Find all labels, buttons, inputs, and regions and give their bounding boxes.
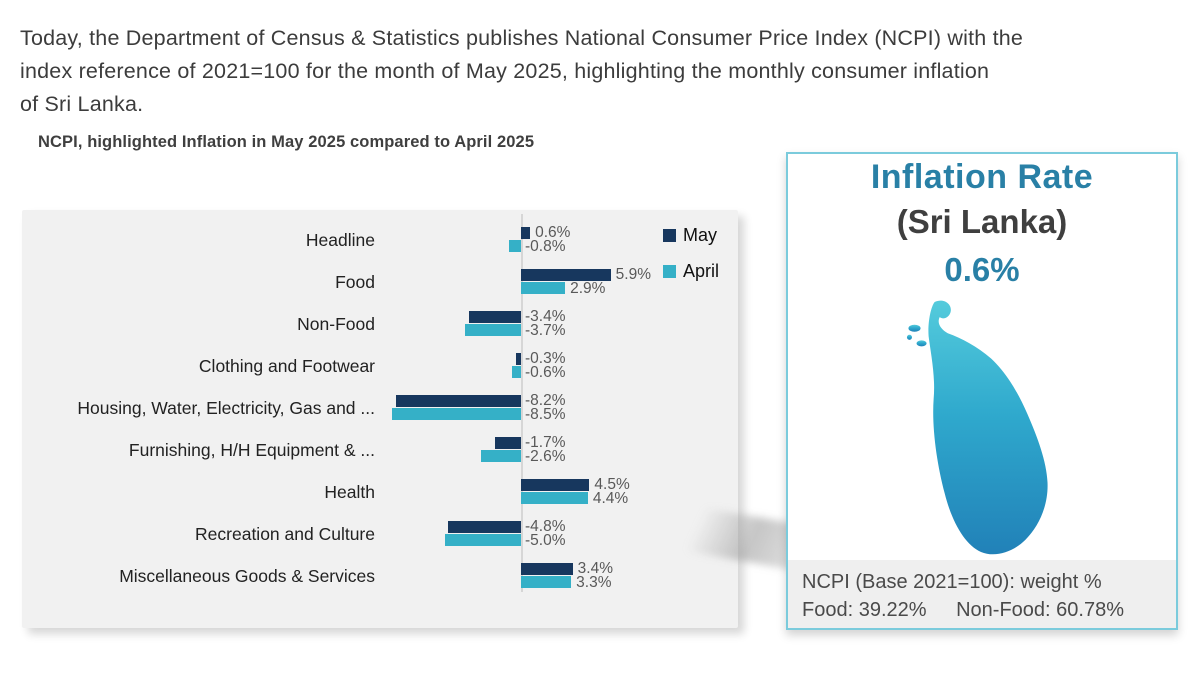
value-label-april-recreation-and-culture: -5.0% xyxy=(525,532,566,549)
legend-item-april: April xyxy=(663,261,719,282)
intro-text: Today, the Department of Census & Statis… xyxy=(20,26,1024,116)
category-label-recreation-and-culture: Recreation and Culture xyxy=(195,523,375,544)
panel-title: Inflation Rate xyxy=(870,158,1094,196)
island-dot xyxy=(916,340,927,347)
food-weight: Food: 39.22% xyxy=(802,599,927,621)
bar-may-miscellaneous-goods-services xyxy=(521,562,573,575)
bar-april-health xyxy=(521,491,588,504)
value-label-may-headline: 0.6% xyxy=(535,224,571,241)
value-label-april-miscellaneous-goods-services: 3.3% xyxy=(576,574,612,591)
bar-april-food xyxy=(521,281,566,294)
footer-title: NCPI (Base 2021=100): weight % xyxy=(802,571,1102,593)
category-label-furnishing-h-h-equipment: Furnishing, H/H Equipment & ... xyxy=(128,439,375,460)
value-label-april-furnishing-h-h-equipment: -2.6% xyxy=(525,448,566,465)
category-label-non-food: Non-Food xyxy=(297,313,375,334)
bar-may-furnishing-h-h-equipment xyxy=(495,436,521,449)
bar-april-headline xyxy=(508,239,521,252)
value-label-april-housing-water-electricity-gas-and: -8.5% xyxy=(525,406,566,423)
bar-april-miscellaneous-goods-services xyxy=(521,575,572,588)
bar-may-headline xyxy=(521,226,531,239)
legend-swatch-may xyxy=(663,229,676,242)
value-label-april-health: 4.4% xyxy=(592,490,629,507)
value-label-may-recreation-and-culture: -4.8% xyxy=(525,518,566,535)
value-label-may-non-food: -3.4% xyxy=(525,308,566,325)
value-label-may-furnishing-h-h-equipment: -1.7% xyxy=(525,434,566,451)
category-label-health: Health xyxy=(324,481,375,502)
weights-footer: NCPI (Base 2021=100): weight % Food: 39.… xyxy=(788,560,1176,628)
value-label-april-food: 2.9% xyxy=(570,280,606,297)
category-label-miscellaneous-goods-services: Miscellaneous Goods & Services xyxy=(119,565,375,586)
value-label-april-headline: -0.8% xyxy=(525,238,566,255)
value-label-april-clothing-and-footwear: -0.6% xyxy=(525,364,566,381)
value-label-may-food: 5.9% xyxy=(615,266,652,283)
bar-april-housing-water-electricity-gas-and xyxy=(391,407,521,420)
inflation-rate-panel: Inflation Rate (Sri Lanka) 0.6% NCPI (Ba… xyxy=(786,152,1178,630)
legend-item-may: May xyxy=(663,225,717,246)
value-label-april-non-food: -3.7% xyxy=(525,322,566,339)
value-label-may-housing-water-electricity-gas-and: -8.2% xyxy=(525,392,566,409)
zero-axis-line xyxy=(521,214,523,592)
bar-may-health xyxy=(521,478,590,491)
island-dot xyxy=(906,334,912,340)
bar-april-non-food xyxy=(464,323,521,336)
bar-may-food xyxy=(521,268,611,281)
inflation-rate-value: 0.6% xyxy=(944,251,1020,288)
value-label-may-clothing-and-footwear: -0.3% xyxy=(525,350,566,367)
legend-label-may: May xyxy=(683,225,718,245)
island-dot xyxy=(908,324,921,332)
legend-label-april: April xyxy=(683,261,720,281)
bar-may-housing-water-electricity-gas-and xyxy=(396,394,521,407)
sri-lanka-island xyxy=(928,300,1048,555)
chart-title: NCPI, highlighted Inflation in May 2025 … xyxy=(38,133,535,151)
bar-april-recreation-and-culture xyxy=(445,533,521,546)
bar-may-recreation-and-culture xyxy=(448,520,521,533)
category-label-housing-water-electricity-gas-and: Housing, Water, Electricity, Gas and ... xyxy=(77,397,375,418)
nonfood-weight: Non-Food: 60.78% xyxy=(956,599,1124,621)
panel-subtitle: (Sri Lanka) xyxy=(896,203,1068,240)
bar-april-clothing-and-footwear xyxy=(511,365,521,378)
bar-may-clothing-and-footwear xyxy=(516,352,521,365)
category-label-headline: Headline xyxy=(305,229,375,250)
category-label-food: Food xyxy=(335,271,375,292)
category-label-clothing-and-footwear: Clothing and Footwear xyxy=(198,355,375,376)
bar-may-non-food xyxy=(469,310,521,323)
value-label-may-miscellaneous-goods-services: 3.4% xyxy=(577,560,614,577)
legend-swatch-april xyxy=(663,265,676,278)
sri-lanka-map xyxy=(904,298,1056,560)
bar-april-furnishing-h-h-equipment xyxy=(481,449,521,462)
value-label-may-health: 4.5% xyxy=(594,476,630,493)
bar-chart: Headline 0.6% -0.8% Food 5.9% 2.9% Non-Food -3.… xyxy=(22,210,738,628)
